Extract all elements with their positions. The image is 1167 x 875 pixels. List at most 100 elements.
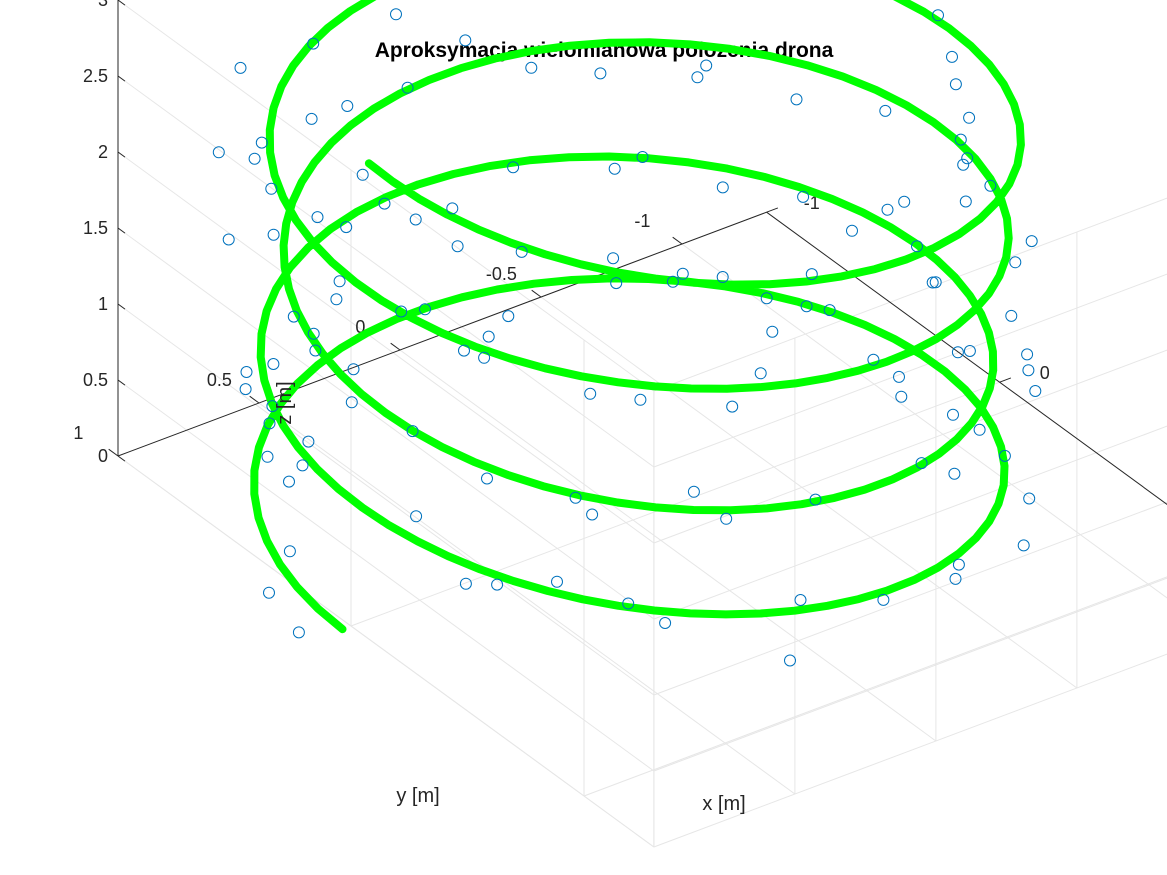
sample-point bbox=[766, 325, 779, 338]
sample-point bbox=[305, 112, 318, 125]
sample-point bbox=[800, 300, 813, 313]
sample-point bbox=[266, 400, 279, 413]
sample-point bbox=[720, 512, 733, 525]
sample-point bbox=[947, 408, 959, 421]
sample-point bbox=[949, 572, 962, 585]
z-grid-line-back bbox=[117, 379, 655, 772]
sample-point bbox=[395, 305, 408, 318]
sample-point bbox=[378, 197, 391, 210]
z-grid-line-back bbox=[117, 455, 655, 848]
sample-point bbox=[659, 617, 672, 629]
sample-point bbox=[248, 152, 261, 165]
sample-point bbox=[961, 152, 974, 165]
y-grid-line-floor bbox=[681, 243, 1167, 599]
sample-point bbox=[691, 71, 704, 84]
sample-point bbox=[898, 195, 911, 208]
sample-point bbox=[287, 310, 300, 323]
z-grid-line-side bbox=[653, 197, 1167, 392]
sample-point bbox=[234, 61, 247, 74]
y-grid-line-floor bbox=[258, 402, 796, 795]
sample-point bbox=[676, 267, 689, 280]
sample-point bbox=[307, 37, 320, 50]
sample-point bbox=[959, 195, 972, 208]
sample-point bbox=[341, 100, 354, 112]
z-grid-line-back bbox=[117, 151, 655, 544]
sample-point bbox=[973, 423, 986, 436]
z-tick-label: 1.5 bbox=[83, 218, 108, 238]
y-tick-label: 0 bbox=[355, 317, 365, 337]
sample-point bbox=[481, 472, 493, 485]
x-axis-label: x [m] bbox=[702, 793, 745, 815]
sample-point bbox=[401, 81, 414, 94]
x-tick-label: 0 bbox=[1040, 363, 1050, 383]
sample-point bbox=[296, 459, 309, 472]
sample-point bbox=[507, 161, 520, 174]
z-tick-mark bbox=[117, 151, 126, 158]
sample-point bbox=[932, 9, 944, 22]
y-tick-label: -1 bbox=[634, 211, 650, 231]
sample-point bbox=[261, 450, 274, 463]
sample-point bbox=[459, 577, 472, 590]
sample-point bbox=[929, 276, 942, 289]
y-tick-mark bbox=[390, 342, 401, 351]
z-grid-line-back bbox=[117, 303, 655, 696]
sample-point bbox=[911, 240, 923, 253]
sample-point bbox=[409, 213, 422, 226]
sample-point bbox=[794, 594, 807, 606]
z-tick-mark bbox=[117, 227, 126, 234]
sample-point bbox=[963, 345, 976, 357]
sample-point bbox=[846, 224, 858, 237]
z-tick-label: 0.5 bbox=[83, 370, 108, 390]
sample-point bbox=[333, 275, 346, 288]
sample-point bbox=[255, 136, 268, 149]
sample-point bbox=[406, 425, 419, 438]
y-tick-mark bbox=[249, 395, 260, 404]
sample-point bbox=[263, 417, 276, 430]
sample-point bbox=[309, 344, 322, 357]
sample-point bbox=[805, 268, 818, 281]
sample-point bbox=[459, 34, 472, 47]
sample-point bbox=[954, 133, 967, 146]
sample-point bbox=[760, 292, 773, 305]
y-tick-label: 0.5 bbox=[207, 370, 232, 390]
sample-point bbox=[302, 435, 315, 448]
sample-point bbox=[458, 344, 470, 357]
sample-point bbox=[622, 597, 635, 610]
x-tick-label: -1 bbox=[804, 193, 820, 213]
sample-point bbox=[666, 275, 679, 288]
sample-point bbox=[754, 367, 767, 380]
z-tick-label: 3 bbox=[98, 0, 108, 10]
sample-point bbox=[390, 8, 402, 21]
x-grid-line-floor bbox=[350, 381, 1000, 627]
sample-point bbox=[1021, 348, 1034, 361]
z-tick-mark bbox=[117, 455, 126, 462]
sample-point bbox=[584, 387, 597, 400]
sample-point bbox=[446, 202, 459, 215]
sample-point bbox=[478, 351, 491, 364]
sample-point bbox=[410, 510, 423, 523]
z-tick-label: 1 bbox=[98, 294, 108, 314]
sample-point bbox=[491, 578, 504, 591]
z-tick-mark bbox=[117, 0, 126, 6]
sample-point bbox=[347, 363, 360, 376]
z-grid-line-side bbox=[653, 501, 1167, 696]
y-grid-line-floor bbox=[399, 349, 937, 742]
y-axis-label: y [m] bbox=[396, 785, 439, 807]
y-tick-label: 1 bbox=[73, 423, 83, 443]
z-grid-line-back bbox=[117, 227, 655, 620]
y-tick-label: -0.5 bbox=[486, 264, 517, 284]
sample-point bbox=[222, 233, 235, 246]
sample-point bbox=[1023, 492, 1036, 505]
sample-point bbox=[963, 111, 976, 124]
sample-point bbox=[915, 457, 928, 470]
sample-point bbox=[608, 162, 621, 175]
sample-point bbox=[823, 304, 836, 317]
sample-point bbox=[1009, 256, 1022, 269]
sample-point bbox=[948, 467, 961, 480]
sample-point bbox=[283, 475, 295, 488]
sample-point bbox=[502, 310, 515, 323]
sample-point bbox=[809, 493, 822, 506]
sample-point bbox=[569, 491, 582, 504]
sample-point bbox=[790, 93, 803, 106]
sample-point bbox=[586, 508, 599, 521]
